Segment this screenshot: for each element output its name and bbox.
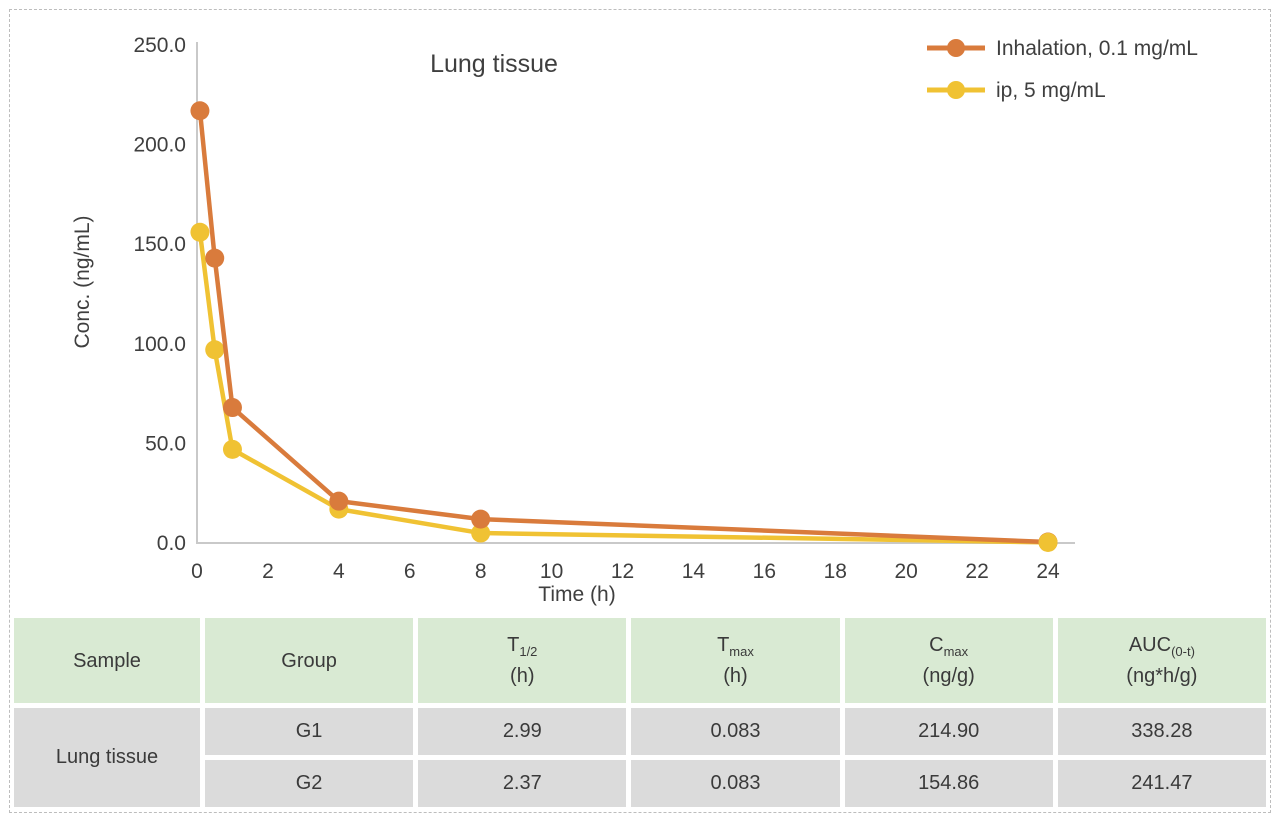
- sample-cell: Lung tissue: [14, 708, 200, 807]
- series-line: [197, 229, 1051, 545]
- y-tick-label: 0.0: [157, 532, 186, 555]
- c-max-cell: 154.86: [844, 760, 1053, 807]
- header-label: C: [929, 634, 944, 656]
- y-axis-ticks: 250.0 200.0 150.0 100.0 50.0 0.0: [133, 34, 186, 555]
- legend-marker-icon: [947, 39, 965, 57]
- data-point-marker: [205, 248, 225, 268]
- header-label: AUC: [1128, 634, 1172, 656]
- data-point-marker: [190, 222, 210, 242]
- col-header-group: Group: [205, 618, 414, 703]
- legend-item-ip: ip, 5 mg/mL: [927, 79, 1106, 102]
- data-point-marker: [471, 523, 491, 543]
- auc-cell: 338.28: [1057, 708, 1266, 755]
- series-line: [197, 108, 1051, 545]
- y-axis-label: Conc. (ng/mL): [71, 215, 94, 348]
- x-tick-label: 22: [965, 560, 988, 583]
- data-point-marker: [205, 340, 225, 360]
- t-half-cell: 2.37: [418, 760, 627, 807]
- x-tick-label: 24: [1036, 560, 1060, 583]
- pk-parameters-table: Sample Group T1/2 (h) Tmax (h) Cmax (ng/g) …: [9, 613, 1271, 812]
- x-tick-label: 16: [753, 560, 776, 583]
- group-cell: G1: [205, 708, 414, 755]
- x-tick-label: 10: [540, 560, 563, 583]
- data-point-marker: [329, 491, 349, 511]
- t-max-cell: 0.083: [631, 760, 840, 807]
- y-tick-label: 50.0: [145, 432, 186, 455]
- col-header-sample: Sample: [14, 618, 200, 703]
- group-cell: G2: [205, 760, 414, 807]
- legend: Inhalation, 0.1 mg/mL ip, 5 mg/mL: [927, 37, 1198, 102]
- header-label: Group: [281, 649, 337, 672]
- data-point-marker: [222, 439, 242, 459]
- x-axis-ticks: 0 2 4 6 8 10 12 14 16 18 20 22 24: [191, 560, 1060, 583]
- header-label: Sample: [73, 649, 141, 672]
- c-max-cell: 214.90: [844, 708, 1053, 755]
- x-tick-label: 14: [682, 560, 706, 583]
- x-tick-label: 8: [475, 560, 487, 583]
- col-header-auc: AUC(0-t) (ng*h/g): [1057, 618, 1266, 703]
- legend-item-inhalation: Inhalation, 0.1 mg/mL: [927, 37, 1198, 60]
- series-layer: [190, 101, 1058, 552]
- y-tick-label: 250.0: [133, 34, 186, 57]
- t-max-cell: 0.083: [631, 708, 840, 755]
- data-point-marker: [190, 101, 210, 121]
- x-tick-label: 18: [824, 560, 847, 583]
- series-inhalation: [190, 101, 1058, 552]
- legend-marker-icon: [947, 81, 965, 99]
- t-half-cell: 2.99: [418, 708, 627, 755]
- col-header-t-half: T1/2 (h): [418, 618, 627, 703]
- table-header-row: Sample Group T1/2 (h) Tmax (h) Cmax (ng/g) …: [14, 618, 1266, 703]
- y-tick-label: 100.0: [133, 333, 186, 356]
- col-header-c-max: Cmax (ng/g): [844, 618, 1053, 703]
- x-tick-label: 12: [611, 560, 634, 583]
- header-label: T: [717, 634, 730, 656]
- x-tick-label: 6: [404, 560, 416, 583]
- y-tick-label: 200.0: [133, 134, 186, 157]
- auc-cell: 241.47: [1057, 760, 1266, 807]
- data-point-marker: [222, 398, 242, 418]
- x-axis-label: Time (h): [538, 583, 615, 606]
- x-tick-label: 20: [894, 560, 917, 583]
- legend-label: ip, 5 mg/mL: [996, 79, 1106, 102]
- table-row: G2 2.37 0.083 154.86 241.47: [14, 760, 1266, 807]
- col-header-t-max: Tmax (h): [631, 618, 840, 703]
- x-tick-label: 4: [333, 560, 345, 583]
- series-ip: [190, 222, 1058, 552]
- legend-label: Inhalation, 0.1 mg/mL: [996, 37, 1198, 60]
- y-tick-label: 150.0: [133, 233, 186, 256]
- x-tick-label: 2: [262, 560, 274, 583]
- header-label: T: [507, 634, 520, 656]
- data-point-marker: [471, 509, 491, 529]
- table-row: Lung tissue G1 2.99 0.083 214.90 338.28: [14, 708, 1266, 807]
- x-tick-label: 0: [191, 560, 203, 583]
- data-point-marker: [1038, 532, 1058, 552]
- chart-title: Lung tissue: [430, 50, 558, 78]
